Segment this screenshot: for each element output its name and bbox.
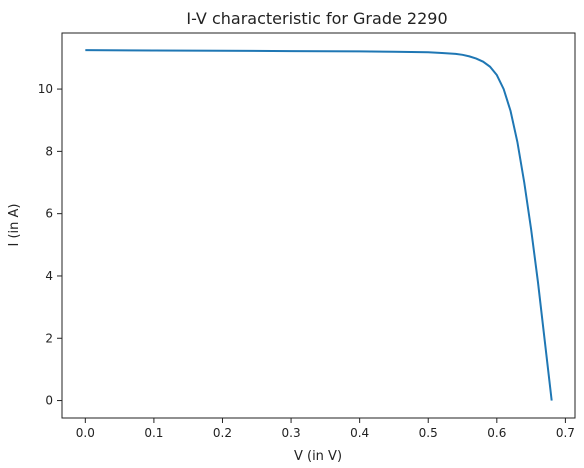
y-tick-label: 2 [45, 331, 53, 345]
x-tick-label: 0.6 [487, 426, 506, 440]
plot-frame [61, 32, 576, 419]
y-tick-label: 8 [45, 144, 53, 158]
iv-curve-line [85, 49, 553, 401]
chart-title: I-V characteristic for Grade 2290 [186, 9, 447, 28]
y-tick-label: 4 [45, 269, 53, 283]
x-tick-label: 0.1 [144, 426, 163, 440]
y-axis: 0 2 4 6 8 10 [38, 82, 62, 408]
x-tick-label: 0.7 [556, 426, 575, 440]
y-axis-label: I (in A) [7, 204, 22, 247]
x-tick-label: 0.3 [282, 426, 301, 440]
y-tick-label: 0 [45, 394, 53, 408]
x-tick-label: 0.0 [76, 426, 95, 440]
y-tick-label: 6 [45, 207, 53, 221]
x-axis: 0.0 0.1 0.2 0.3 0.4 0.5 0.6 0.7 [76, 418, 575, 440]
x-tick-label: 0.5 [419, 426, 438, 440]
x-axis-label: V (in V) [294, 449, 342, 464]
plot-area [85, 49, 553, 401]
x-tick-label: 0.2 [213, 426, 232, 440]
x-tick-label: 0.4 [350, 426, 369, 440]
y-tick-label: 10 [38, 82, 53, 96]
